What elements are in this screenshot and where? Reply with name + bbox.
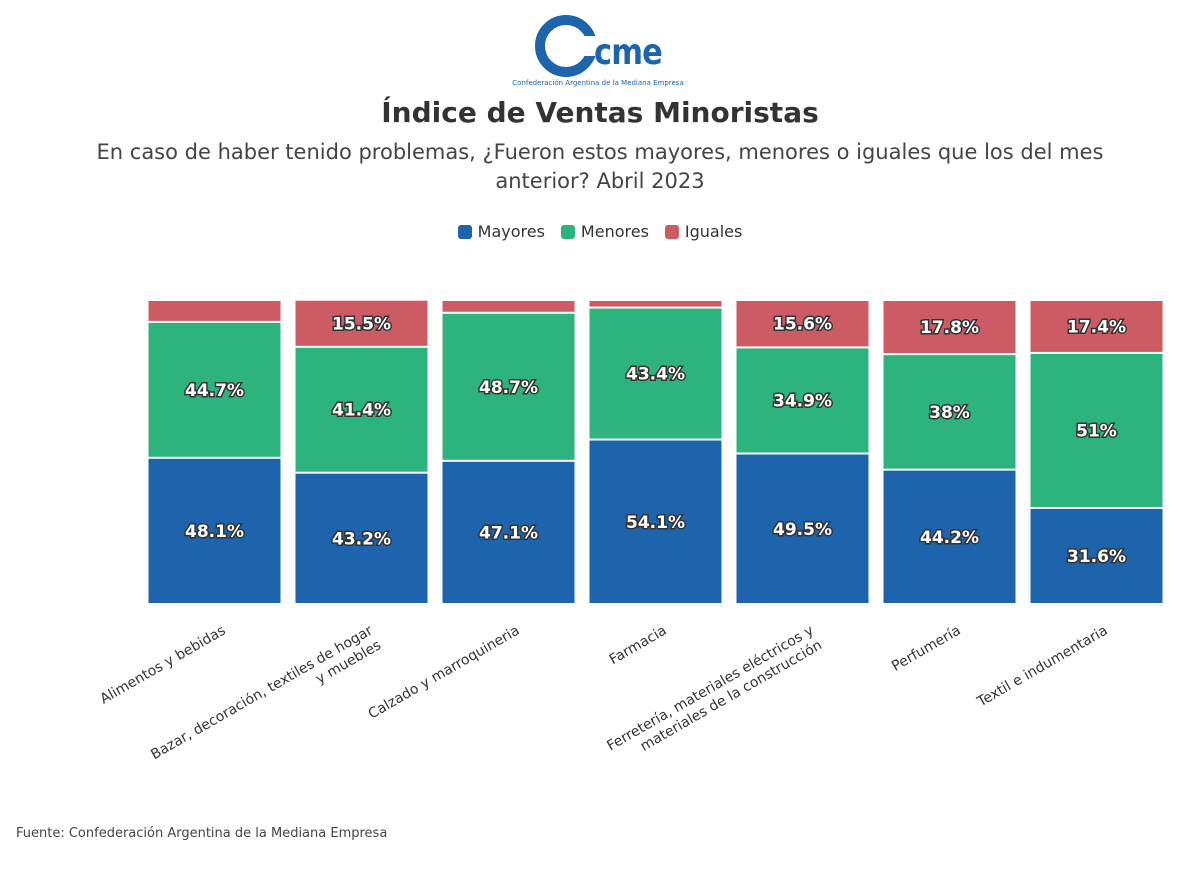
value-label: 54.1% — [626, 513, 685, 533]
legend-swatch — [664, 224, 679, 239]
bar-segment — [883, 355, 1016, 469]
source: Fuente: Confederación Argentina de la Me… — [16, 826, 388, 841]
value-label: 49.5% — [773, 520, 832, 540]
value-label: 15.5% — [332, 314, 391, 334]
bar-segment — [442, 301, 575, 312]
bar-segment — [736, 301, 869, 347]
bar-segment — [442, 461, 575, 603]
x-tick-label: Alimentos y bebidas — [97, 623, 228, 708]
bar-segment — [1030, 508, 1163, 603]
value-label: 44.7% — [185, 381, 244, 401]
value-label: 48.1% — [185, 522, 244, 542]
bar-segment — [1030, 301, 1163, 352]
legend-item: Iguales — [664, 222, 743, 241]
bar-segment — [442, 313, 575, 460]
value-label: 43.2% — [332, 529, 391, 549]
bar-segment — [148, 301, 281, 321]
bar-segment — [295, 300, 428, 346]
x-tick-label: Calzado y marroquineria — [366, 623, 523, 723]
legend-label: Menores — [580, 222, 649, 241]
legend-label: Iguales — [684, 222, 743, 241]
logo-mark: cme — [594, 32, 662, 73]
bar-segment — [589, 440, 722, 603]
bar-segment — [589, 308, 722, 439]
bar-segment — [883, 470, 1016, 603]
bar-segment — [148, 458, 281, 603]
legend-label: Mayores — [477, 222, 545, 241]
value-label: 41.4% — [332, 401, 391, 421]
x-tick-label: Farmacia — [607, 623, 670, 668]
chart-subtitle: En caso de haber tenido problemas, ¿Fuer… — [96, 140, 1104, 193]
value-label: 44.2% — [920, 528, 979, 548]
value-label: 47.1% — [479, 523, 538, 543]
value-label: 17.8% — [920, 318, 979, 338]
value-label: 17.4% — [1067, 317, 1126, 337]
bar-segment — [883, 301, 1016, 354]
x-tick-label: Textil e indumentaria — [974, 623, 1111, 711]
value-label: 15.6% — [773, 315, 832, 335]
legend-swatch — [560, 224, 575, 239]
x-tick-label: Perfumería — [889, 623, 963, 675]
value-label: 51% — [1076, 421, 1117, 441]
logo: cme Confederación Argentina de la Median… — [512, 15, 684, 87]
bar-segment — [736, 348, 869, 453]
legend: Mayores Menores Iguales — [0, 222, 1200, 243]
bar-segment — [295, 347, 428, 472]
bar-segment — [736, 454, 869, 603]
bar-segment — [295, 473, 428, 603]
legend-item: Mayores — [457, 222, 545, 241]
value-label: 31.6% — [1067, 547, 1126, 567]
chart-title: Índice de Ventas Minoristas — [381, 96, 819, 129]
value-label: 48.7% — [479, 378, 538, 398]
legend-item: Menores — [560, 222, 649, 241]
value-label: 34.9% — [773, 391, 832, 411]
bar-segment — [1030, 353, 1163, 507]
bar-segment — [148, 322, 281, 457]
value-label: 38% — [929, 403, 970, 423]
legend-swatch — [457, 224, 472, 239]
value-label: 43.4% — [626, 365, 685, 385]
bar-segment — [589, 301, 722, 307]
logo-caption: Confederación Argentina de la Mediana Em… — [512, 79, 683, 87]
